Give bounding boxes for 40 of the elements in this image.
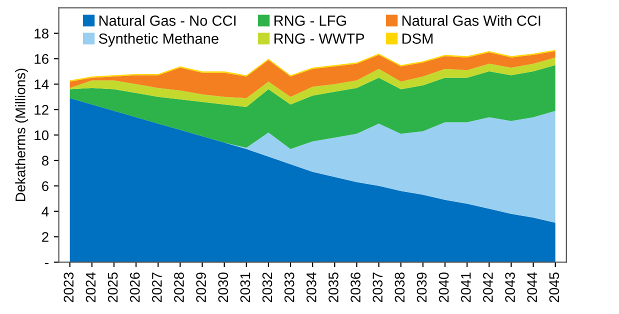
- y-tick-label: 8: [42, 156, 48, 166]
- x-tick-label: 2030: [218, 272, 228, 302]
- y-tick-label: 16: [34, 54, 48, 64]
- x-tick-label: 2025: [108, 272, 118, 302]
- x-tick-label: 2038: [394, 272, 405, 302]
- y-tick-label: 2: [42, 232, 48, 242]
- y-tick-label: 12: [34, 104, 48, 115]
- legend-label: DSM: [402, 33, 433, 44]
- y-axis-title: Dekatherms (Millions): [15, 68, 28, 202]
- legend-label: RNG - LFG: [274, 16, 346, 26]
- legend-label: Synthetic Methane: [98, 33, 218, 47]
- x-tick-label: 2034: [306, 272, 316, 302]
- x-tick-label: 2031: [240, 272, 250, 302]
- x-tick-label: 2029: [196, 272, 206, 302]
- x-tick-label: 2043: [505, 272, 515, 302]
- y-tick-label: 10: [34, 130, 49, 140]
- legend-label: RNG - WWTP: [274, 33, 364, 44]
- x-tick-label: 2033: [284, 272, 294, 302]
- x-tick-label: 2045: [549, 272, 560, 302]
- y-tick-label: 18: [34, 28, 48, 38]
- legend-label: Natural Gas With CCI: [402, 15, 540, 26]
- x-tick-label: 2023: [64, 272, 74, 302]
- x-tick-label: 2028: [174, 272, 184, 302]
- x-tick-label: 2042: [483, 272, 493, 302]
- x-tick-label: 2037: [372, 272, 383, 302]
- x-tick-label: 2036: [350, 272, 360, 302]
- x-tick-label: 2041: [460, 272, 471, 302]
- x-tick-label: 2032: [262, 272, 272, 302]
- y-tick-label: 4: [42, 206, 49, 216]
- x-tick-label: 2026: [130, 272, 140, 302]
- y-tick-label: -: [45, 262, 48, 264]
- y-tick-label: 6: [42, 181, 48, 192]
- y-tick-label: 14: [34, 80, 49, 90]
- x-tick-label: 2044: [527, 272, 538, 302]
- x-tick-label: 2040: [438, 272, 449, 302]
- legend-label: Natural Gas - No CCI: [99, 15, 236, 26]
- x-tick-label: 2035: [328, 272, 338, 302]
- x-tick-label: 2027: [152, 272, 162, 302]
- x-tick-label: 2039: [416, 272, 427, 302]
- x-tick-label: 2024: [86, 272, 96, 302]
